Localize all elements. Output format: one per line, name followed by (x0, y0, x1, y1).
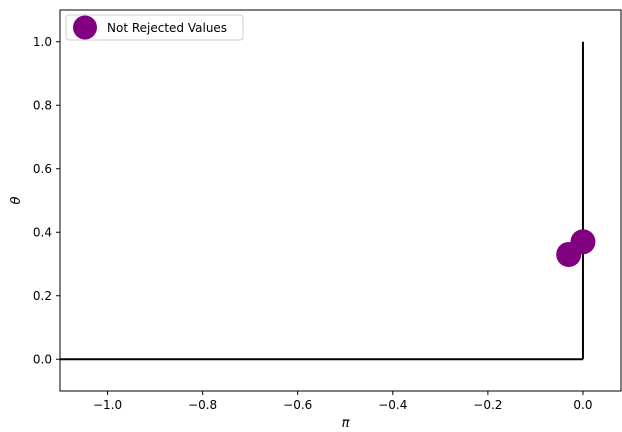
x-tick-label-1: −0.8 (188, 398, 217, 412)
y-axis-label: θ (9, 196, 24, 204)
y-tick-label-5: 1.0 (33, 35, 52, 49)
y-tick-label-2: 0.4 (33, 225, 52, 239)
legend-label-0: Not Rejected Values (107, 21, 227, 35)
x-tick-label-4: −0.2 (473, 398, 502, 412)
y-tick-label-0: 0.0 (33, 352, 52, 366)
scatter-point-0-1 (570, 229, 596, 255)
y-tick-label-3: 0.6 (33, 162, 52, 176)
y-tick-label-1: 0.2 (33, 289, 52, 303)
x-axis-label: π (342, 416, 350, 428)
x-tick-label-5: 0.0 (573, 398, 592, 412)
y-tick-label-4: 0.8 (33, 98, 52, 112)
x-tick-label-3: −0.4 (378, 398, 407, 412)
legend-box (65, 14, 244, 41)
plot-frame (59, 9, 622, 392)
x-tick-label-2: −0.6 (283, 398, 312, 412)
legend-marker-0 (73, 15, 97, 40)
x-tick-label-0: −1.0 (93, 398, 122, 412)
